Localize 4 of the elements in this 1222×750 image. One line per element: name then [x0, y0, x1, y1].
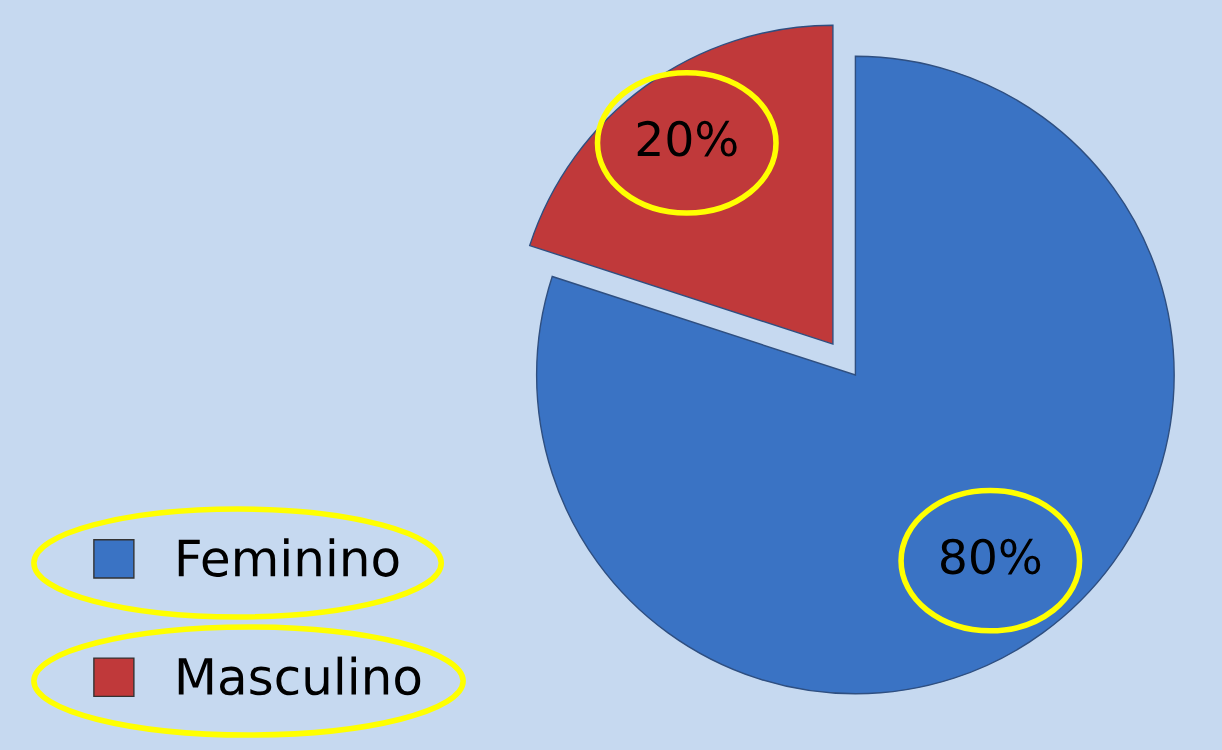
data-label: 20% [637, 120, 737, 157]
legend-label: Masculino [178, 656, 421, 696]
legend-label: Feminino [178, 538, 399, 577]
data-label: 80% [941, 538, 1041, 575]
